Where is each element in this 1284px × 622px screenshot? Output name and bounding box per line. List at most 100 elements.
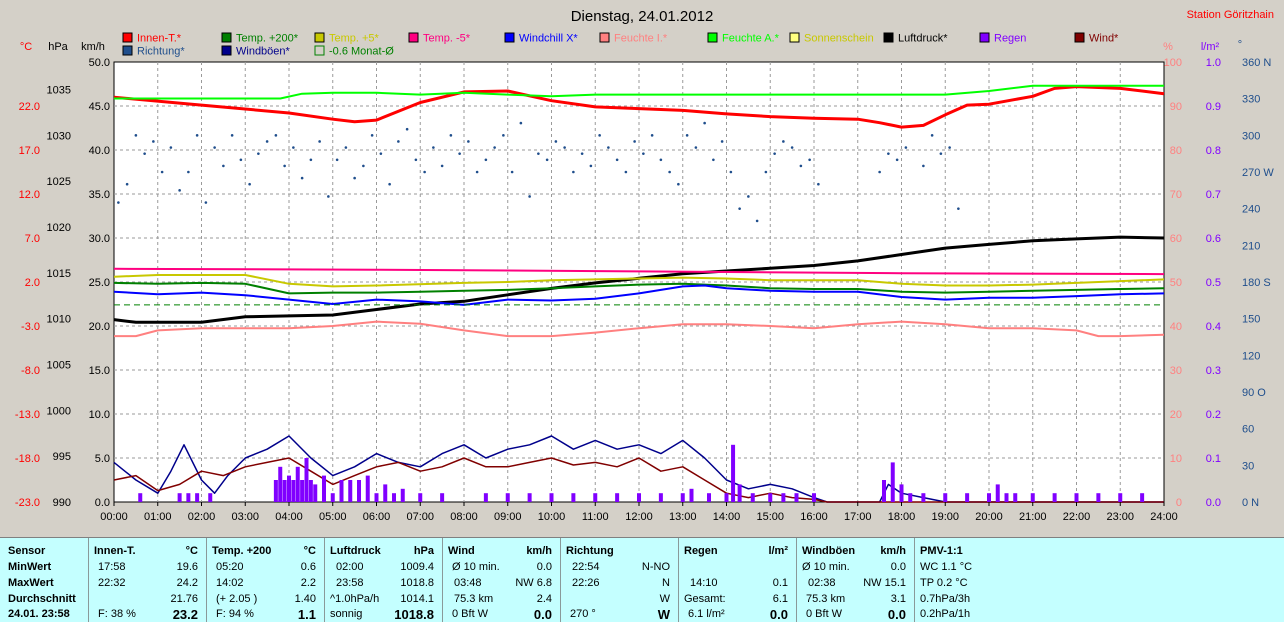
direction-point [563, 146, 566, 149]
stats-time: Ø 10 min. [452, 561, 500, 573]
rain-bar [965, 493, 970, 502]
stats-header: PMV-1:1 [920, 545, 963, 557]
direction-point [799, 164, 803, 168]
direction-tick-label: 30 [1242, 460, 1254, 472]
direction-point [169, 146, 173, 149]
direction-point [274, 134, 278, 137]
direction-point [755, 219, 759, 223]
stats-value: 1014.1 [400, 593, 434, 605]
legend-swatch [504, 32, 515, 43]
wind-axis-unit: km/h [81, 41, 105, 53]
rain-tick-label: 0.9 [1206, 101, 1221, 113]
stats-value: 21.76 [170, 593, 198, 605]
stats-col-pmv: PMV-1:1 WC 1.1 °C TP 0.2 °C 0.7hPa/3h 0.… [914, 538, 1284, 622]
direction-point [668, 170, 671, 174]
legend: Innen-T.*Richtung* Temp. +200*Windböen* Te… [122, 32, 1119, 58]
rain-bar [794, 493, 799, 502]
rain-bar [1118, 493, 1123, 502]
stats-value: NW 15.1 [863, 577, 906, 589]
humidity-tick-label: 70 [1170, 189, 1182, 201]
direction-point [930, 134, 934, 137]
direction-point [589, 164, 593, 168]
x-tick-label: 10:00 [538, 511, 566, 523]
direction-point [904, 146, 908, 149]
chart-title: Dienstag, 24.01.2012 [571, 8, 714, 25]
stats-time: 05:20 [216, 561, 244, 573]
stats-time: 22:54 [572, 561, 600, 573]
stats-row-label: Durchschnitt [8, 593, 76, 605]
stats-value: W [659, 593, 670, 605]
x-tick-label: 07:00 [406, 511, 434, 523]
stats-unit: hPa [413, 545, 434, 557]
legend-label: Wind* [1089, 33, 1119, 45]
stats-note: F: 38 % [98, 608, 136, 620]
direction-point [607, 146, 610, 149]
x-tick-label: 11:00 [582, 511, 609, 523]
stats-header: Richtung [566, 545, 614, 557]
stats-value: 1.40 [294, 593, 316, 605]
pressure-tick-label: 995 [53, 451, 71, 463]
legend-label: Regen [994, 33, 1026, 45]
stats-note: 75.3 km [454, 593, 494, 605]
direction-point [887, 152, 890, 155]
stats-value: N-NO [641, 561, 670, 573]
rain-bar [943, 493, 948, 502]
rain-bar [505, 493, 510, 502]
pressure-tick-label: 1030 [47, 130, 71, 142]
legend-label: -0.6 Monat-Ø [329, 46, 394, 58]
x-tick-label: 18:00 [888, 511, 916, 523]
rain-bar [278, 466, 283, 502]
legend-label: Sonnenschein [804, 33, 874, 45]
series-line-feuchte-a [114, 84, 1164, 100]
direction-point [440, 164, 444, 168]
pressure-tick-label: 1005 [47, 360, 71, 372]
rain-bar [1052, 493, 1057, 502]
rain-bar [890, 462, 895, 502]
stats-col-regen: Regen l/m² 14:10 0.1 Gesamt: 6.1 6.1 l/m… [678, 538, 797, 622]
stats-value: 0.2hPa/1h [920, 608, 971, 620]
rain-bar [615, 493, 620, 502]
direction-tick-label: 90 O [1242, 387, 1266, 399]
stats-value: 0.1 [772, 577, 788, 589]
temp-tick-label: 7.0 [25, 233, 40, 245]
rain-bar [987, 493, 991, 502]
stats-note: F: 94 % [216, 608, 254, 620]
direction-point [773, 152, 776, 155]
x-tick-label: 16:00 [800, 511, 828, 523]
rain-bar [1004, 493, 1009, 502]
x-tick-label: 09:00 [494, 511, 522, 523]
rain-tick-label: 0.2 [1206, 409, 1221, 421]
temp-tick-label: -13.0 [15, 409, 40, 421]
rain-axis-unit: l/m² [1201, 41, 1220, 53]
rain-bar [637, 493, 641, 502]
stats-unit: km/h [880, 545, 906, 557]
stats-time: 14:02 [216, 577, 244, 589]
direction-point [423, 170, 426, 174]
rain-tick-label: 0.0 [1206, 497, 1221, 509]
series-line-luftdruck [113, 235, 1165, 324]
x-tick-label: 13:00 [669, 511, 697, 523]
stats-note: ^1.0hPa/h [330, 593, 380, 605]
direction-tick-label: 150 [1242, 314, 1260, 326]
direction-point [808, 158, 811, 162]
temp-tick-label: 17.0 [19, 145, 40, 157]
direction-point [397, 140, 400, 143]
direction-tick-label: 270 W [1242, 167, 1274, 179]
direction-point [292, 146, 295, 149]
direction-point [379, 152, 383, 155]
legend-swatch [122, 45, 133, 56]
legend-swatch [1074, 32, 1085, 43]
rain-tick-label: 0.6 [1206, 233, 1221, 245]
legend-swatch [789, 32, 800, 43]
rain-bar [658, 493, 663, 502]
direction-tick-label: 60 [1242, 424, 1254, 436]
stats-note: 0 Bft W [806, 608, 843, 620]
rain-bar [273, 480, 278, 502]
pressure-tick-label: 1000 [47, 405, 71, 417]
rain-bar [689, 488, 694, 502]
rain-bar [908, 493, 913, 502]
temp-tick-label: -18.0 [15, 453, 40, 465]
stats-note: 270 ° [570, 608, 596, 620]
rain-bar [304, 458, 309, 502]
direction-point [895, 158, 899, 162]
